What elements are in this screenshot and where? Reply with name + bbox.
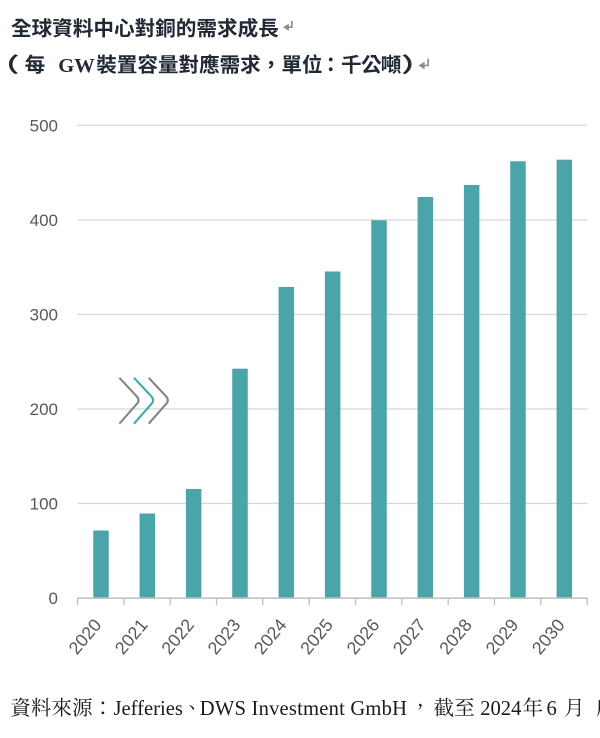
svg-text:Jefferies: Jefferies	[114, 698, 183, 720]
svg-text:500: 500	[30, 117, 58, 136]
svg-text:2024: 2024	[250, 615, 291, 658]
svg-text:0: 0	[49, 589, 58, 608]
svg-text:2022: 2022	[157, 615, 198, 658]
svg-text:6: 6	[547, 698, 557, 720]
svg-text:2026: 2026	[343, 615, 384, 658]
svg-text:300: 300	[30, 306, 58, 325]
svg-text:100: 100	[30, 495, 58, 514]
svg-text:2024: 2024	[480, 698, 521, 720]
svg-text:200: 200	[30, 400, 58, 419]
svg-text:GW: GW	[58, 55, 95, 77]
svg-text:2020: 2020	[65, 615, 106, 658]
svg-text:2030: 2030	[528, 615, 569, 658]
svg-text:2028: 2028	[435, 615, 476, 658]
svg-text:2021: 2021	[111, 615, 152, 658]
svg-text:400: 400	[30, 211, 58, 230]
svg-text:DWS Investment GmbH: DWS Investment GmbH	[200, 698, 407, 720]
svg-text:2027: 2027	[389, 615, 430, 658]
svg-text:2023: 2023	[204, 615, 245, 658]
svg-text:2025: 2025	[296, 615, 337, 658]
svg-text:2029: 2029	[482, 615, 523, 658]
